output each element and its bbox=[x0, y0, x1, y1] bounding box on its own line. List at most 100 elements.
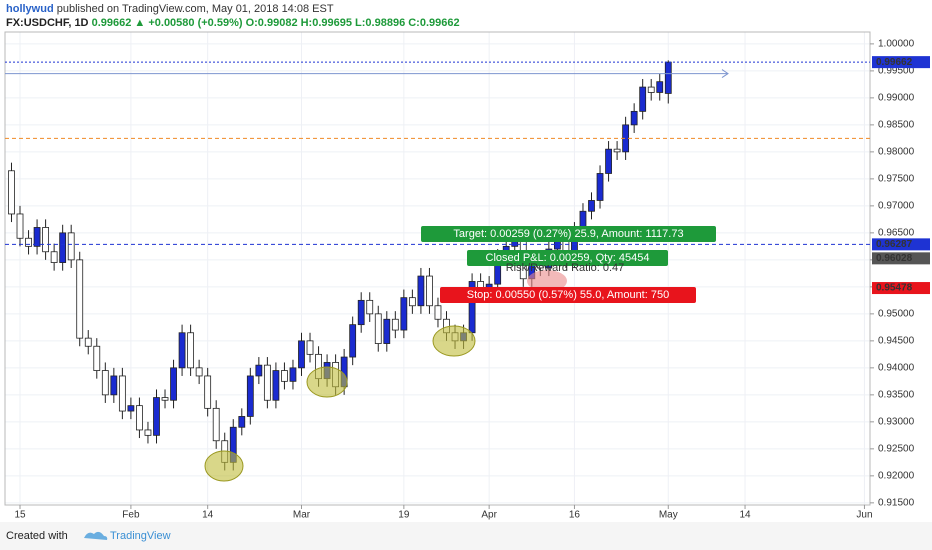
candle-body bbox=[127, 405, 135, 412]
title: published on TradingView.com, May 01, 20… bbox=[57, 3, 334, 15]
candle-body bbox=[434, 305, 442, 320]
overlays: Target: 0.00259 (0.27%) 25.9, Amount: 11… bbox=[5, 61, 870, 303]
author: hollywud bbox=[6, 3, 54, 15]
annotation: Stop: 0.00550 (0.57%) 55.0, Amount: 750 bbox=[467, 289, 669, 301]
candle-body bbox=[374, 313, 382, 344]
candle-body bbox=[417, 275, 425, 307]
candle-body bbox=[170, 367, 177, 401]
price-label: 0.95478 bbox=[876, 283, 913, 294]
candle-body bbox=[161, 397, 169, 401]
annotation: Risk/Reward Ratio: 0.47 bbox=[506, 262, 625, 274]
x-tick-label: 19 bbox=[398, 510, 410, 521]
y-tick-label: 0.98000 bbox=[878, 147, 915, 158]
x-tick-label: 16 bbox=[569, 510, 581, 521]
candle-body bbox=[664, 61, 672, 94]
candle-body bbox=[400, 297, 408, 331]
candle-body bbox=[613, 148, 621, 153]
symbol: FX:USDCHF, 1D bbox=[6, 17, 89, 29]
candle-body bbox=[144, 429, 152, 436]
footer-created: Created with bbox=[6, 530, 68, 542]
candle-body bbox=[255, 364, 263, 377]
candle-body bbox=[153, 397, 160, 436]
y-tick-label: 0.93500 bbox=[878, 389, 915, 400]
y-tick-label: 0.97500 bbox=[878, 174, 915, 185]
candle-body bbox=[391, 318, 399, 331]
candle-body bbox=[8, 170, 15, 215]
y-tick-label: 1.00000 bbox=[878, 39, 915, 50]
candle-body bbox=[357, 299, 365, 326]
highlight bbox=[204, 450, 244, 482]
y-tick-label: 0.96500 bbox=[878, 228, 915, 239]
plot-border bbox=[4, 31, 871, 506]
candle-body bbox=[263, 364, 271, 401]
candle-body bbox=[50, 251, 58, 263]
candle-body bbox=[639, 86, 647, 112]
candle-body bbox=[118, 375, 126, 412]
highlight bbox=[306, 366, 348, 398]
y-tick-label: 0.99500 bbox=[878, 66, 915, 77]
candle-body bbox=[366, 299, 374, 315]
y-tick-label: 0.92500 bbox=[878, 443, 915, 454]
y-tick-label: 0.99000 bbox=[878, 93, 915, 104]
candle-body bbox=[281, 370, 288, 382]
candle-body bbox=[212, 407, 220, 442]
candle-body bbox=[306, 340, 314, 355]
candle-body bbox=[93, 345, 101, 371]
annotation: Closed P&L: 0.00259, Qty: 45454 bbox=[486, 252, 650, 264]
grid bbox=[5, 32, 870, 505]
y-tick-label: 0.98500 bbox=[878, 120, 915, 131]
x-tick-label: Feb bbox=[122, 510, 140, 521]
price-label-box bbox=[872, 56, 930, 69]
candle-body bbox=[187, 332, 195, 369]
annotation-box bbox=[440, 287, 696, 303]
x-tick-label: Mar bbox=[293, 510, 311, 521]
x-tick-label: 15 bbox=[14, 510, 26, 521]
candle-body bbox=[101, 370, 109, 396]
candle-body bbox=[16, 213, 24, 239]
legend: FX:USDCHF, 1D 0.99662 ▲ +0.00580 (+0.59%… bbox=[6, 17, 460, 29]
y-tick-label: 0.91500 bbox=[878, 497, 915, 508]
candle-body bbox=[656, 81, 664, 93]
footer-brand[interactable]: TradingView bbox=[110, 530, 171, 542]
candle-body bbox=[246, 375, 254, 417]
price-label: 0.96028 bbox=[876, 253, 913, 264]
candle-body bbox=[238, 416, 246, 428]
candle-body bbox=[647, 86, 655, 93]
annotation: Target: 0.00259 (0.27%) 25.9, Amount: 11… bbox=[453, 228, 683, 240]
candle-body bbox=[178, 332, 186, 369]
y-tick-label: 0.92000 bbox=[878, 470, 915, 481]
candle-body bbox=[272, 370, 280, 401]
y-tick-label: 0.94000 bbox=[878, 362, 915, 373]
arrow-head bbox=[721, 69, 729, 78]
highlight bbox=[527, 270, 567, 292]
candle-body bbox=[136, 405, 143, 431]
candle-body bbox=[426, 275, 433, 307]
footer-bar bbox=[0, 522, 932, 550]
candle-body bbox=[605, 148, 612, 174]
logo bbox=[84, 531, 108, 540]
candle-body bbox=[76, 259, 84, 339]
price-label-box bbox=[872, 282, 930, 295]
annotation-box bbox=[421, 226, 716, 242]
candle-body bbox=[298, 340, 305, 369]
candle-body bbox=[67, 232, 75, 261]
price-label-box bbox=[872, 238, 930, 251]
candle-body bbox=[383, 318, 391, 344]
candle-body bbox=[195, 367, 203, 377]
price-label-box bbox=[872, 252, 930, 265]
candle-body bbox=[25, 237, 32, 247]
x-tick-label: Jun bbox=[856, 510, 872, 521]
candle-body bbox=[59, 232, 67, 263]
candle-body bbox=[408, 297, 416, 307]
x-tick-label: Apr bbox=[481, 510, 497, 521]
y-tick-label: 0.97000 bbox=[878, 201, 915, 212]
price-label: 0.96287 bbox=[876, 239, 913, 250]
y-tick-label: 0.93000 bbox=[878, 416, 915, 427]
candle-body bbox=[289, 367, 297, 382]
highlight bbox=[432, 325, 476, 357]
candle-body bbox=[110, 375, 118, 396]
price-label: 0.99662 bbox=[876, 57, 913, 68]
y-tick-label: 0.94500 bbox=[878, 335, 915, 346]
candle-body bbox=[42, 227, 50, 253]
